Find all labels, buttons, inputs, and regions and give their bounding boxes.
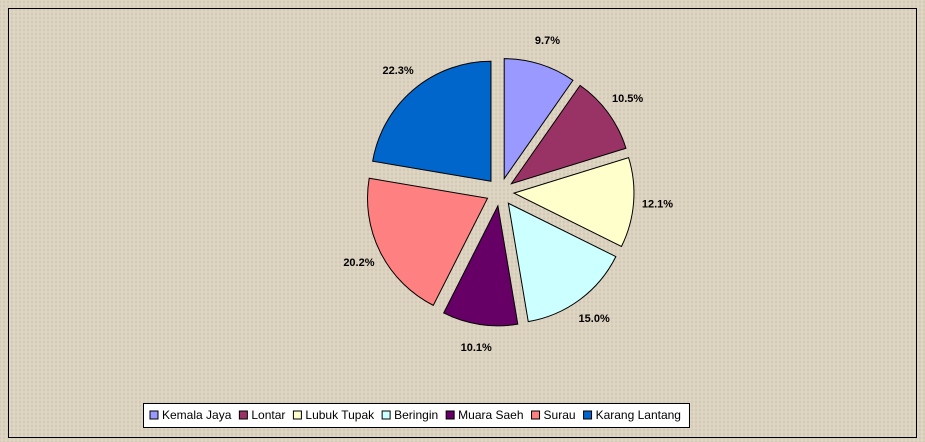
legend-label: Muara Saeh [458,408,523,422]
legend-label: Lubuk Tupak [305,408,375,422]
pie-slice [512,156,635,248]
data-label: 20.2% [343,257,374,269]
legend-swatch [292,410,302,420]
pie-slice [510,84,627,185]
legend-swatch [149,410,159,420]
legend-swatch [238,410,248,420]
pie-slice [503,58,574,181]
data-label: 9.7% [535,35,560,47]
legend-label: Lontar [251,408,285,422]
data-label: 10.5% [612,93,643,105]
legend-swatch [583,410,593,420]
legend: Kemala Jaya Lontar Lubuk Tupak Beringin Muar… [143,403,690,428]
legend-label: Surau [544,408,576,422]
legend-box [143,403,690,428]
pie-slice [507,202,617,323]
pie-slice [443,204,519,327]
legend-swatch [531,410,541,420]
legend-label: Beringin [394,408,438,422]
legend-swatch [381,410,391,420]
data-label: 12.1% [642,199,673,211]
pie: 9.7% 10.5% 12.1% 15.0% 10.1% 20.2% 22.3% [343,35,673,354]
data-label: 22.3% [382,65,413,77]
legend-label: Kemala Jaya [162,408,232,422]
data-label: 10.1% [461,342,492,354]
pie-slice [367,177,489,307]
legend-swatch [445,410,455,420]
chart-area [8,8,917,438]
pie-slice [372,60,492,182]
legend-label: Karang Lantang [596,408,681,422]
data-label: 15.0% [579,313,610,325]
